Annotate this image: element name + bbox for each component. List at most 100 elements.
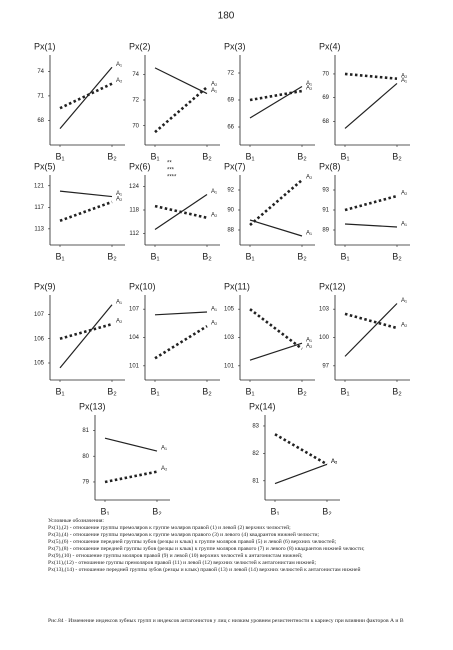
series-label: A₂ bbox=[306, 86, 313, 92]
y-tick-label: 72 bbox=[132, 98, 139, 104]
y-tick-label: 71 bbox=[37, 93, 44, 99]
series-line bbox=[154, 325, 208, 360]
chart-title: Px(8) bbox=[319, 161, 341, 171]
series-label: A₂ bbox=[401, 323, 408, 329]
chart-title: Px(14) bbox=[249, 401, 276, 411]
y-tick-label: 103 bbox=[319, 307, 330, 313]
series-label: A₁ bbox=[331, 459, 337, 465]
x-tick-label: B₁ bbox=[245, 386, 254, 396]
series-label: A₁ bbox=[116, 299, 122, 305]
y-tick-label: 68 bbox=[37, 118, 44, 124]
legend-item: Px(1),(2) - отношение группы премоляров … bbox=[48, 525, 291, 531]
y-tick-label: 107 bbox=[129, 307, 140, 313]
legend-item: Px(9),(10) - отношение группы моляров пр… bbox=[48, 553, 303, 559]
y-tick-label: 88 bbox=[227, 228, 234, 234]
y-tick-label: 103 bbox=[224, 335, 235, 341]
y-tick-label: 92 bbox=[227, 188, 234, 194]
chart-title: Px(1) bbox=[34, 41, 56, 51]
x-tick-label: B₁ bbox=[55, 151, 64, 161]
series-line bbox=[154, 311, 208, 316]
legend-item: Px(11),(12) - отношение группы премоляро… bbox=[48, 560, 317, 566]
y-tick-label: 101 bbox=[129, 363, 140, 369]
x-tick-label: B₁ bbox=[100, 506, 109, 515]
series-line bbox=[59, 322, 113, 340]
x-tick-label: B₂ bbox=[297, 151, 307, 161]
y-tick-label: 105 bbox=[34, 361, 45, 367]
annotation: **** bbox=[167, 175, 177, 181]
y-tick-label: 93 bbox=[322, 188, 329, 194]
x-tick-label: B₁ bbox=[340, 386, 349, 396]
legend: Условные обозначения: Px(1),(2) - отноше… bbox=[48, 518, 423, 574]
legend-item: Px(7),(8) - отношение передней группы зу… bbox=[48, 546, 365, 552]
series-label: A₁ bbox=[306, 338, 312, 344]
x-tick-label: B₁ bbox=[340, 151, 349, 161]
y-tick-label: 81 bbox=[252, 478, 259, 484]
chart-title: Px(7) bbox=[224, 161, 246, 171]
annotation: *** bbox=[167, 168, 175, 174]
x-tick-label: B₁ bbox=[245, 151, 254, 161]
series-label: A₁ bbox=[306, 231, 312, 237]
series-line bbox=[249, 308, 303, 350]
series-label: A₁ bbox=[116, 191, 122, 197]
y-tick-label: 82 bbox=[252, 451, 259, 457]
legend-item: Px(5),(6) - отношение передней группы зу… bbox=[48, 539, 337, 545]
x-tick-label: B₂ bbox=[297, 251, 307, 261]
y-tick-label: 117 bbox=[34, 205, 44, 211]
series-label: A₂ bbox=[116, 319, 123, 325]
series-line bbox=[59, 66, 113, 130]
series-line bbox=[59, 190, 113, 198]
y-tick-label: 70 bbox=[322, 72, 329, 78]
series-label: A₂ bbox=[306, 175, 313, 181]
series-line bbox=[104, 437, 158, 452]
y-tick-label: 70 bbox=[132, 123, 139, 129]
y-tick-label: 101 bbox=[224, 363, 235, 369]
chart-title: Px(6) bbox=[129, 161, 151, 171]
x-tick-label: B₂ bbox=[107, 386, 117, 396]
chart-title: Px(13) bbox=[79, 401, 106, 411]
series-label: A₁ bbox=[116, 62, 122, 68]
y-tick-label: 97 bbox=[322, 363, 329, 369]
series-line bbox=[249, 179, 303, 226]
series-label: A₁ bbox=[161, 446, 167, 452]
x-tick-label: B₁ bbox=[245, 251, 254, 261]
chart-title: Px(4) bbox=[319, 41, 341, 51]
y-tick-label: 69 bbox=[322, 95, 329, 101]
x-tick-label: B₂ bbox=[202, 151, 212, 161]
series-line bbox=[104, 470, 158, 484]
chart-title: Px(9) bbox=[34, 281, 56, 291]
x-tick-label: B₂ bbox=[392, 151, 402, 161]
x-tick-label: B₁ bbox=[55, 251, 64, 261]
series-line bbox=[249, 85, 303, 119]
x-tick-label: B₂ bbox=[392, 386, 402, 396]
series-label: A₁ bbox=[401, 222, 407, 228]
series-label: A₂ bbox=[116, 78, 123, 84]
x-tick-label: B₂ bbox=[202, 251, 212, 261]
y-tick-label: 107 bbox=[34, 312, 45, 318]
series-label: A₁ bbox=[306, 81, 312, 87]
x-tick-label: B₁ bbox=[55, 386, 64, 396]
series-label: A₂ bbox=[116, 197, 123, 203]
x-tick-label: B₁ bbox=[150, 386, 159, 396]
y-tick-label: 79 bbox=[82, 480, 89, 486]
x-tick-label: B₂ bbox=[202, 386, 212, 396]
y-tick-label: 112 bbox=[129, 231, 139, 237]
series-line bbox=[344, 223, 398, 228]
series-line bbox=[344, 72, 398, 80]
chart-title: Px(10) bbox=[129, 281, 156, 291]
y-tick-label: 100 bbox=[319, 335, 330, 341]
series-label: A₂ bbox=[211, 82, 218, 88]
series-label: A₁ bbox=[401, 298, 407, 304]
series-line bbox=[154, 86, 208, 134]
series-label: A₂ bbox=[211, 212, 218, 218]
y-tick-label: 90 bbox=[227, 208, 234, 214]
y-tick-label: 106 bbox=[34, 336, 45, 342]
page-number: 180 bbox=[218, 11, 235, 22]
series-line bbox=[249, 89, 303, 102]
chart-title: Px(12) bbox=[319, 281, 346, 291]
y-tick-label: 91 bbox=[322, 208, 329, 214]
series-line bbox=[344, 303, 398, 357]
legend-item: Px(3),(4) - отношение группы премоляров … bbox=[48, 532, 320, 538]
legend-items: Px(1),(2) - отношение группы премоляров … bbox=[48, 525, 423, 574]
